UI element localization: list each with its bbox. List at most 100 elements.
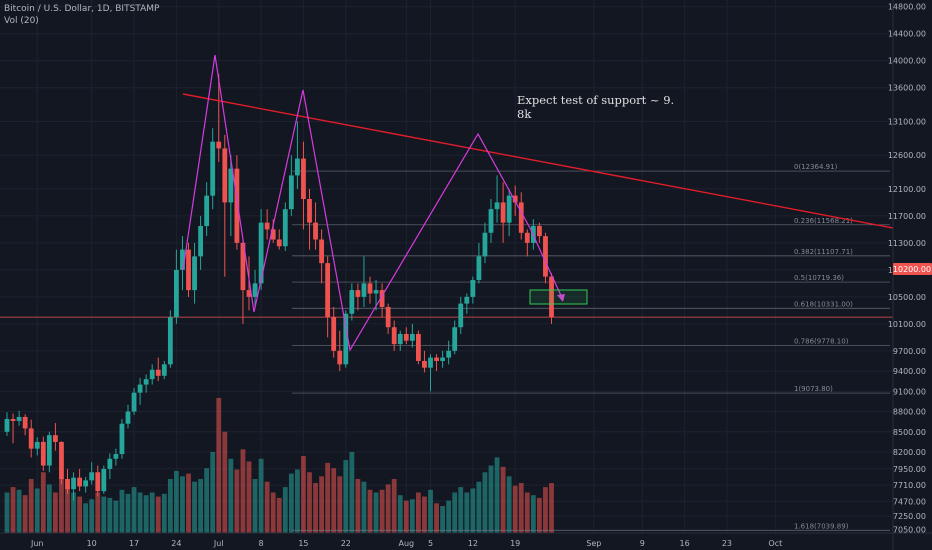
candle-body xyxy=(22,416,28,429)
volume-bar xyxy=(204,468,210,533)
candle-body xyxy=(428,357,433,368)
y-tick-label: 8800.00 xyxy=(893,408,926,417)
y-tick-label: 7250.00 xyxy=(893,512,926,521)
candle-body xyxy=(180,249,185,270)
volume-bar xyxy=(22,495,28,533)
y-tick-label: 9100.00 xyxy=(893,387,926,396)
candle-body xyxy=(107,458,113,469)
volume-bar xyxy=(313,483,318,533)
candle-body xyxy=(543,236,548,277)
volume-bar xyxy=(349,452,355,533)
x-tick-label: 12 xyxy=(468,539,478,548)
candle-body xyxy=(403,333,409,341)
volume-bar xyxy=(264,481,270,533)
candle-body xyxy=(53,435,58,442)
candle-body xyxy=(34,441,40,449)
volume-bar xyxy=(276,497,282,533)
volume-bar xyxy=(319,476,324,533)
candle-body xyxy=(355,290,361,297)
volume-bar xyxy=(458,487,464,533)
volume-bar xyxy=(28,479,34,533)
candle-body xyxy=(494,202,500,210)
volume-bar xyxy=(137,492,143,533)
x-tick-label: 8 xyxy=(259,539,264,548)
candle-body xyxy=(192,256,197,291)
volume-bar xyxy=(476,481,482,533)
candle-body xyxy=(409,333,415,341)
volume-bar xyxy=(34,488,40,533)
y-tick-label: 7950.00 xyxy=(893,465,926,474)
volume-bar xyxy=(355,479,361,533)
volume-bar xyxy=(186,473,191,533)
x-tick-label: Oct xyxy=(768,539,782,548)
volume-bar xyxy=(494,457,500,533)
candle-body xyxy=(397,333,403,345)
x-tick-label: 22 xyxy=(341,539,351,548)
fib-level-label: 0.236(11568.21) xyxy=(794,217,853,225)
candle-body xyxy=(174,269,179,318)
volume-bar xyxy=(391,479,397,533)
volume-bar xyxy=(192,481,197,533)
volume-bar xyxy=(180,476,185,533)
y-tick-label: 8500.00 xyxy=(893,428,926,437)
candlesticks xyxy=(4,74,554,501)
candle-body xyxy=(512,195,518,203)
volume-bar xyxy=(422,496,427,533)
fib-level-label: 1.618(7039.89) xyxy=(794,522,849,530)
symbol-title[interactable]: Bitcoin / U.S. Dollar, 1D, BITSTAMP xyxy=(4,4,160,14)
y-tick-label: 9400.00 xyxy=(893,367,926,376)
candle-body xyxy=(59,441,64,480)
volume-bar xyxy=(506,476,512,533)
x-tick-label: Sep xyxy=(586,539,601,548)
volume-bar xyxy=(10,487,16,533)
volume-bar xyxy=(4,492,10,533)
candle-body xyxy=(137,384,143,393)
volume-bar xyxy=(252,479,258,533)
candle-body xyxy=(234,168,240,243)
volume-bar xyxy=(524,492,530,533)
annotation-line-1[interactable]: Expect test of support ~ 9. xyxy=(517,93,674,107)
volume-bar xyxy=(198,479,203,533)
candle-body xyxy=(301,158,306,200)
volume-bar xyxy=(416,492,421,533)
y-tick-label: 13100.00 xyxy=(888,117,926,126)
x-tick-label: Jun xyxy=(30,539,44,548)
volume-bar xyxy=(537,497,542,533)
candle-body xyxy=(282,209,288,247)
volume-bar xyxy=(367,489,373,533)
candle-body xyxy=(549,276,554,318)
volume-bar xyxy=(288,473,294,533)
volume-bar xyxy=(240,449,246,533)
volume-bar xyxy=(77,496,82,533)
candle-body xyxy=(40,441,46,466)
x-tick-label: 24 xyxy=(171,539,181,548)
volume-bar xyxy=(488,465,494,533)
candle-body xyxy=(71,477,76,490)
volume-bar xyxy=(131,487,137,533)
volume-bars xyxy=(4,398,554,533)
volume-bar xyxy=(101,496,107,533)
candle-body xyxy=(10,418,16,422)
volume-bar xyxy=(361,481,367,533)
chart-drawings xyxy=(182,54,894,352)
y-tick-label: 12100.00 xyxy=(888,185,926,194)
annotation-line-2[interactable]: 8k xyxy=(517,107,532,121)
volume-indicator-label[interactable]: Vol (20) xyxy=(4,16,39,26)
candle-body xyxy=(264,222,270,230)
volume-bar xyxy=(216,398,222,533)
current-price-badge: 10200.00 xyxy=(893,263,932,275)
y-tick-label: 14000.00 xyxy=(888,57,926,66)
x-tick-label: 16 xyxy=(680,539,690,548)
volume-bar xyxy=(464,492,470,533)
fib-level-label: 0.786(9778.10) xyxy=(794,338,849,346)
x-tick-label: 17 xyxy=(129,539,139,548)
candle-body xyxy=(77,477,82,487)
y-tick-label: 11300.00 xyxy=(888,239,926,248)
volume-bar xyxy=(143,495,149,533)
y-tick-label: 9700.00 xyxy=(893,347,926,356)
y-tick-label: 7710.00 xyxy=(893,481,926,490)
candle-body xyxy=(228,168,234,203)
gridlines xyxy=(0,0,893,533)
